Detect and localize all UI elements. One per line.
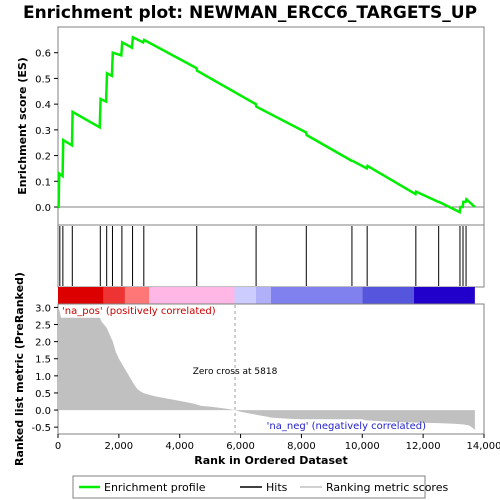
legend-enrichment-label: Enrichment profile bbox=[104, 481, 206, 494]
legend-hits-label: Hits bbox=[266, 481, 288, 494]
band-segment bbox=[362, 287, 415, 304]
ranked-heatmap-band bbox=[58, 287, 475, 304]
metric-y-tick-label: 0.0 bbox=[35, 406, 51, 417]
es-y-axis-label: Enrichment score (ES) bbox=[16, 57, 29, 195]
neg-correlated-label: 'na_neg' (negatively correlated) bbox=[267, 421, 426, 432]
x-tick-label: 14,000 bbox=[467, 441, 500, 452]
x-tick-label: 2,000 bbox=[105, 441, 134, 452]
x-tick-label: 4,000 bbox=[165, 441, 194, 452]
es-y-tick-label: 0.3 bbox=[35, 126, 51, 137]
chart-title: Enrichment plot: NEWMAN_ERCC6_TARGETS_UP bbox=[23, 3, 477, 23]
zero-cross-label: Zero cross at 5818 bbox=[193, 367, 278, 377]
band-segment bbox=[103, 287, 125, 304]
x-tick-label: 8,000 bbox=[287, 441, 316, 452]
metric-y-tick-label: 2.0 bbox=[35, 338, 51, 349]
es-y-tick-label: 0.6 bbox=[35, 49, 51, 60]
ranking-metric-area bbox=[58, 307, 475, 430]
x-tick-label: 6,000 bbox=[226, 441, 255, 452]
es-y-tick-label: 0.0 bbox=[35, 203, 51, 214]
band-segment bbox=[124, 287, 150, 304]
metric-y-tick-label: -0.5 bbox=[31, 423, 51, 434]
x-tick-label: 0 bbox=[55, 441, 61, 452]
metric-y-tick-label: 1.5 bbox=[35, 355, 51, 366]
x-tick-label: 10,000 bbox=[345, 441, 380, 452]
es-y-tick-label: 0.4 bbox=[35, 100, 51, 111]
enrichment-profile-line bbox=[57, 35, 476, 215]
es-y-tick-label: 0.2 bbox=[35, 152, 51, 163]
metric-y-tick-label: 1.0 bbox=[35, 372, 51, 383]
band-segment bbox=[271, 287, 363, 304]
metric-y-ticks: -0.5 0.0 0.5 1.0 1.5 2.0 2.5 3.0 bbox=[31, 303, 58, 434]
band-segment bbox=[58, 287, 104, 304]
pos-correlated-label: 'na_pos' (positively correlated) bbox=[62, 306, 216, 317]
hits-group bbox=[59, 226, 467, 286]
es-y-tick-label: 0.1 bbox=[35, 177, 51, 188]
legend-metric-label: Ranking metric scores bbox=[326, 481, 448, 494]
x-axis-label: Rank in Ordered Dataset bbox=[194, 454, 348, 467]
es-y-tick-label: 0.5 bbox=[35, 74, 51, 85]
es-y-ticks: 0.0 0.1 0.2 0.3 0.4 0.5 0.6 bbox=[35, 49, 58, 214]
metric-x-ticks: 0 2,000 4,000 6,000 8,000 10,000 12,000 14,000 bbox=[55, 434, 500, 452]
metric-y-tick-label: 2.5 bbox=[35, 321, 51, 332]
band-segment bbox=[234, 287, 256, 304]
metric-y-tick-label: 3.0 bbox=[35, 303, 51, 314]
metric-y-axis-label: Ranked list metric (PreRanked) bbox=[13, 272, 26, 466]
x-tick-label: 12,000 bbox=[406, 441, 441, 452]
band-segment bbox=[149, 287, 235, 304]
metric-y-tick-label: 0.5 bbox=[35, 389, 51, 400]
band-segment bbox=[414, 287, 475, 304]
band-segment bbox=[255, 287, 271, 304]
